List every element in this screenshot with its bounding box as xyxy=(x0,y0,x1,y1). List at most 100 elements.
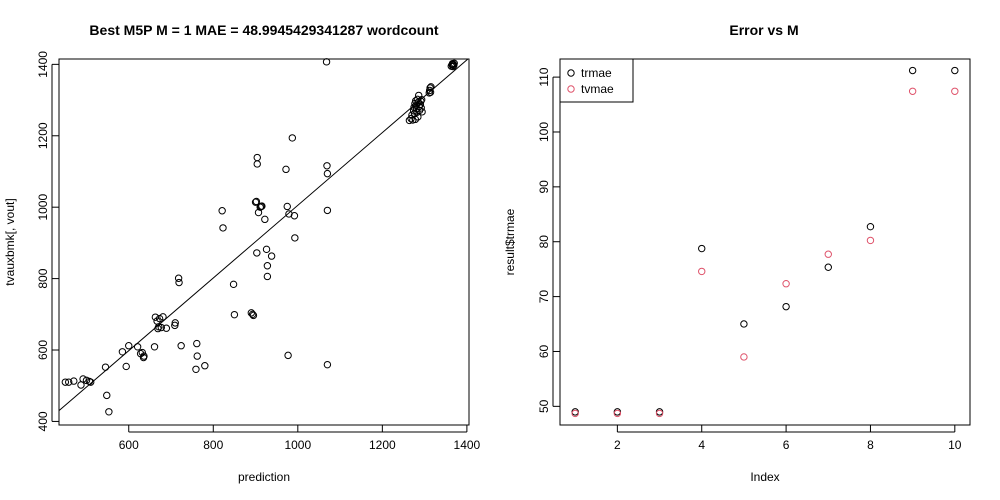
left-data-point xyxy=(193,352,201,360)
left-data-point xyxy=(101,363,110,371)
right-data-points xyxy=(571,66,959,418)
right-plot-frame xyxy=(559,58,971,426)
right-point-trmae xyxy=(824,263,832,271)
left-data-point xyxy=(323,206,332,215)
left-plot-frame xyxy=(58,58,470,426)
left-data-point xyxy=(258,202,266,210)
left-y-tick-label: 1400 xyxy=(36,51,50,78)
left-data-point xyxy=(322,58,331,66)
left-data-point xyxy=(291,234,299,242)
right-scatter-panel: Error vs M Index result$trmae 2 4 6 8 10 50 6… xyxy=(503,22,971,484)
left-data-point xyxy=(283,202,291,211)
legend-marker-tvmae xyxy=(567,85,575,93)
left-data-point xyxy=(193,339,201,348)
left-data-point xyxy=(77,381,85,389)
right-y-tick-label: 70 xyxy=(537,290,551,304)
left-data-point xyxy=(252,197,261,206)
left-data-point xyxy=(103,391,111,400)
legend-label-tvmae: tvmae xyxy=(581,82,614,96)
left-data-point xyxy=(122,362,130,371)
left-data-point xyxy=(219,224,227,232)
right-x-tick-label: 8 xyxy=(867,438,874,452)
left-data-point xyxy=(323,360,332,369)
left-data-point xyxy=(282,165,290,174)
left-data-point xyxy=(253,160,261,168)
left-data-point xyxy=(171,321,179,330)
left-data-point xyxy=(65,378,73,386)
left-data-point xyxy=(284,351,292,360)
left-data-point xyxy=(140,352,148,360)
right-point-trmae xyxy=(740,320,748,328)
left-data-point xyxy=(262,245,271,254)
left-data-point xyxy=(411,115,420,124)
left-data-point xyxy=(105,408,113,416)
right-y-tick-label: 50 xyxy=(537,399,551,413)
right-point-tvmae xyxy=(740,353,748,361)
right-point-tvmae xyxy=(951,87,959,95)
right-y-tick-label: 80 xyxy=(537,235,551,249)
legend-box xyxy=(559,58,634,103)
left-data-point xyxy=(157,323,165,332)
right-y-tick-label: 90 xyxy=(537,180,551,194)
right-point-trmae xyxy=(698,244,706,253)
right-y-ticks: 50 60 70 80 90 100 110 xyxy=(537,67,560,413)
left-data-point xyxy=(171,319,179,327)
left-data-point xyxy=(323,169,332,178)
right-x-ticks: 2 4 6 8 10 xyxy=(614,425,962,452)
legend-label-trmae: trmae xyxy=(581,66,612,80)
left-data-point xyxy=(323,162,331,170)
left-x-tick-label: 1200 xyxy=(369,438,396,452)
left-data-point xyxy=(138,348,146,357)
left-data-point xyxy=(427,83,435,91)
right-y-tick-label: 60 xyxy=(537,344,551,358)
left-y-axis-label: tvauxbmk[, vout] xyxy=(3,198,17,285)
left-x-tick-label: 1400 xyxy=(454,438,481,452)
left-data-point xyxy=(263,272,272,281)
right-x-tick-label: 4 xyxy=(698,438,705,452)
left-scatter-panel: Best M5P M = 1 MAE = 48.9945429341287 wo… xyxy=(3,22,481,484)
left-data-points xyxy=(61,58,458,416)
left-data-point xyxy=(85,377,94,386)
left-x-ticks: 600 800 1000 1200 1400 xyxy=(119,425,481,452)
left-y-tick-label: 800 xyxy=(36,268,50,288)
left-reference-line xyxy=(58,58,469,412)
left-data-point xyxy=(426,84,434,92)
left-data-point xyxy=(247,309,256,317)
left-data-point xyxy=(253,249,261,257)
left-data-point xyxy=(417,96,426,104)
right-x-tick-label: 2 xyxy=(614,438,621,452)
left-x-tick-label: 800 xyxy=(203,438,223,452)
left-data-point xyxy=(61,378,70,386)
left-y-tick-label: 1200 xyxy=(36,122,50,149)
left-data-point xyxy=(418,108,426,116)
left-data-point xyxy=(288,134,297,142)
left-data-point xyxy=(256,203,264,211)
left-data-point xyxy=(407,114,415,123)
left-data-point xyxy=(251,198,260,206)
left-x-tick-label: 600 xyxy=(119,438,139,452)
left-data-point xyxy=(79,375,87,383)
left-data-point xyxy=(417,104,425,112)
left-data-point xyxy=(175,278,183,287)
left-data-point xyxy=(125,342,133,350)
left-data-point xyxy=(151,313,160,321)
right-point-tvmae xyxy=(824,250,832,258)
left-data-point xyxy=(263,262,272,270)
left-data-point xyxy=(261,215,269,224)
legend-marker-trmae xyxy=(567,69,575,77)
right-x-tick-label: 10 xyxy=(948,438,962,452)
right-point-tvmae xyxy=(866,236,875,245)
right-y-axis-label: result$trmae xyxy=(503,208,517,275)
right-point-trmae xyxy=(908,66,917,75)
right-chart-title: Error vs M xyxy=(729,22,798,38)
left-data-point xyxy=(426,88,435,96)
left-data-point xyxy=(159,313,167,321)
right-point-tvmae xyxy=(571,409,579,418)
left-data-point xyxy=(177,342,185,350)
right-point-trmae xyxy=(951,66,959,75)
left-data-point xyxy=(249,311,258,320)
right-x-axis-label: Index xyxy=(750,470,779,484)
left-data-point xyxy=(450,59,458,67)
right-point-tvmae xyxy=(698,267,706,276)
